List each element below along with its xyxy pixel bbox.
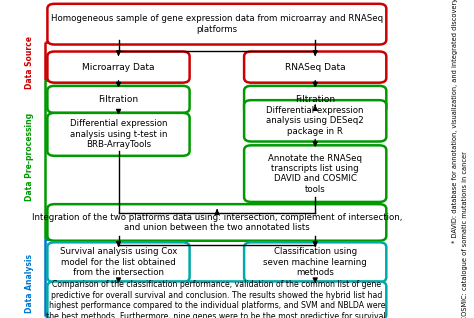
Text: * DAVID: database for annotation, visualization, and integrated discovery: * DAVID: database for annotation, visual…	[452, 0, 458, 243]
Text: Microarray Data: Microarray Data	[82, 63, 155, 72]
Text: Data Analysis: Data Analysis	[25, 253, 34, 313]
Text: Filtration: Filtration	[99, 95, 138, 104]
FancyBboxPatch shape	[244, 100, 386, 142]
Text: * COSMIC: catalogue of somatic mutations in cancer: * COSMIC: catalogue of somatic mutations…	[462, 151, 467, 318]
FancyBboxPatch shape	[47, 281, 386, 318]
Text: Data Pre-processing: Data Pre-processing	[25, 113, 34, 202]
Text: Data Source: Data Source	[25, 36, 34, 88]
FancyBboxPatch shape	[244, 145, 386, 202]
Text: Differential expression
analysis using t-test in
BRB-ArrayTools: Differential expression analysis using t…	[70, 120, 167, 149]
Text: Annotate the RNASeq
transcripts list using
DAVID and COSMIC
tools: Annotate the RNASeq transcripts list usi…	[268, 154, 362, 194]
Text: Homogeneous sample of gene expression data from microarray and RNASeq
platforms: Homogeneous sample of gene expression da…	[51, 14, 383, 34]
FancyBboxPatch shape	[244, 242, 386, 282]
FancyBboxPatch shape	[47, 4, 386, 45]
FancyBboxPatch shape	[47, 86, 190, 113]
Text: Integration of the two platforms data using: intersection, complement of interse: Integration of the two platforms data us…	[32, 213, 402, 232]
Text: Classification using
seven machine learning
methods: Classification using seven machine learn…	[264, 247, 367, 277]
Text: RNASeq Data: RNASeq Data	[285, 63, 346, 72]
Text: Comparison of the classification performance, validation of the common list of g: Comparison of the classification perform…	[46, 280, 388, 318]
FancyBboxPatch shape	[47, 242, 190, 282]
FancyBboxPatch shape	[244, 86, 386, 113]
FancyBboxPatch shape	[47, 204, 386, 241]
Text: Survival analysis using Cox
model for the list obtained
from the intersection: Survival analysis using Cox model for th…	[60, 247, 177, 277]
FancyBboxPatch shape	[244, 52, 386, 83]
FancyBboxPatch shape	[47, 52, 190, 83]
FancyBboxPatch shape	[47, 113, 190, 156]
Text: Differential expression
analysis using DESeq2
package in R: Differential expression analysis using D…	[266, 106, 364, 136]
Text: Filtration: Filtration	[295, 95, 335, 104]
